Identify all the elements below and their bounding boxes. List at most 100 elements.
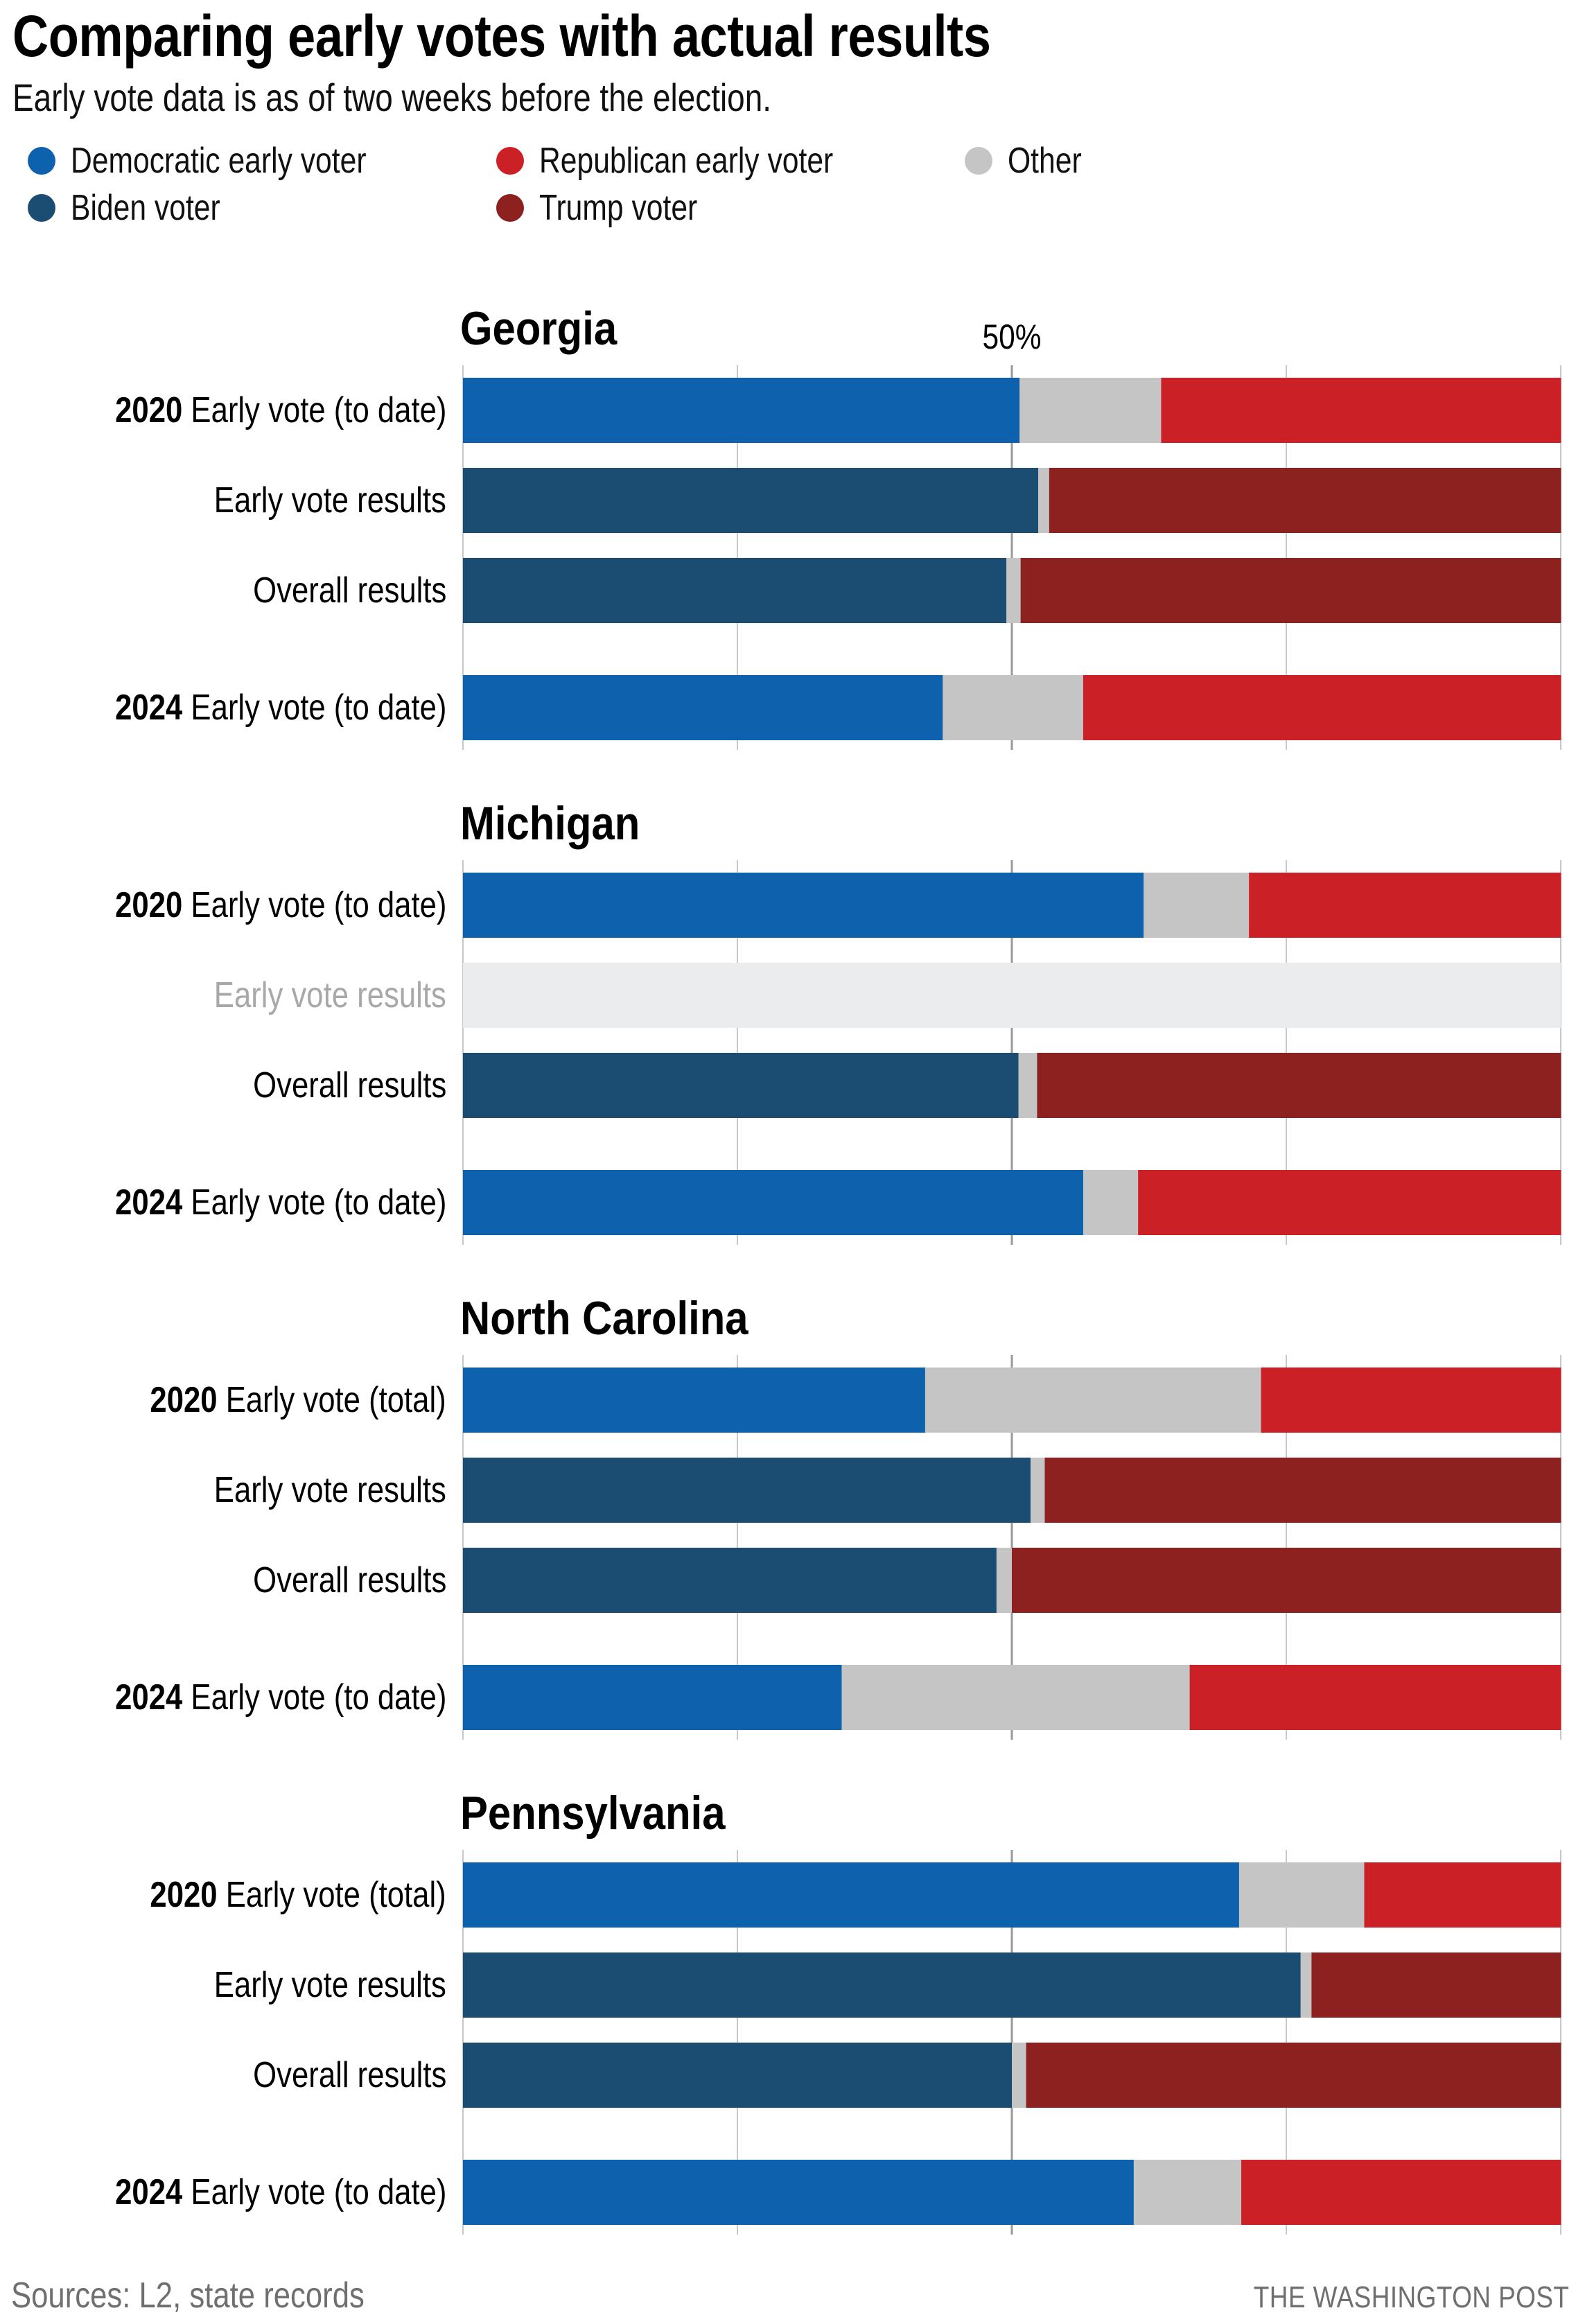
bar-segment-biden [463,1458,1031,1523]
bar-segment-other [1144,873,1250,938]
other-swatch-icon [965,147,992,175]
row-label-text: Early vote (to date) [190,390,446,430]
bar-segment-other [841,1665,1191,1730]
row-label-text: Early vote results [213,975,446,1015]
row-year: 2020 [150,1875,218,1915]
bar-segment-trump [1026,2043,1561,2108]
row-label: 2024 Early vote (to date) [115,1170,446,1235]
row-label: Overall results [253,558,446,623]
legend-item-trump-voter: Trump voter [496,187,732,229]
row-label: Early vote results [214,1952,446,2018]
row-label-text: Early vote (to date) [190,2172,446,2212]
row-label-text: Early vote (total) [225,1380,446,1420]
row-year: 2020 [150,1380,218,1420]
row-year: 2024 [114,1677,182,1718]
bar-segment-other [1030,1458,1046,1523]
bar-segment-trump [1044,1458,1561,1523]
bar-segment-dem [463,378,1020,443]
trump-swatch-icon [496,194,524,222]
row-label-text: Early vote results [213,480,446,521]
bar-segment-biden [463,2043,1013,2108]
source-note: Sources: L2, state records [11,2275,365,2316]
row-label: 2020 Early vote (to date) [115,378,446,443]
democratic-swatch-icon [28,147,55,175]
biden-swatch-icon [28,194,55,222]
bar-segment-biden [463,1548,997,1613]
row-label: 2024 Early vote (to date) [115,1665,446,1730]
row-year: 2024 [114,1182,182,1223]
bar-segment-dem [463,1170,1084,1235]
row-label-text: Overall results [252,570,446,611]
bar-segment-dem [463,1862,1240,1928]
bar-segment-trump [1311,1952,1561,2018]
row-label-text: Early vote (to date) [190,1182,446,1223]
bar-segment-dem [463,1368,926,1433]
row-year: 2020 [114,390,182,430]
legend-item-biden-voter: Biden voter [28,187,253,229]
bar-segment-rep [1189,1665,1561,1730]
republican-swatch-icon [496,147,524,175]
bar-segment-rep [1083,675,1561,740]
bar-segment-other [1018,1053,1037,1118]
bar-segment-dem [463,1665,842,1730]
bar-segment-trump [1037,1053,1561,1118]
legend-label: Republican early voter [539,141,834,181]
row-label: Overall results [253,1548,446,1613]
row-label-text: Early vote (to date) [190,688,446,728]
bar-segment-other [1083,1170,1139,1235]
chart-subtitle: Early vote data is as of two weeks befor… [12,76,772,119]
row-year: 2024 [114,2172,182,2212]
row-label: 2020 Early vote (total) [150,1862,446,1928]
bar-segment-rep [1249,873,1561,938]
row-label-text: Early vote (to date) [190,1677,446,1718]
row-label-text: Overall results [252,2055,446,2095]
state-panel-michigan [462,860,1561,1245]
bar-segment-rep [1241,2160,1561,2225]
legend-label: Democratic early voter [71,141,367,181]
bar-segment-biden [463,468,1039,533]
bar-segment-trump [1020,558,1561,623]
state-panel-pennsylvania [462,1850,1561,2235]
row-label-text: Early vote (to date) [190,885,446,925]
bar-segment-other [996,1548,1013,1613]
bar-segment-dem [463,2160,1135,2225]
state-panel-north-carolina [462,1355,1561,1740]
bar-segment-other [1012,2043,1027,2108]
publisher-credit: THE WASHINGTON POST [1253,2280,1569,2314]
row-label-text: Overall results [252,1065,446,1106]
bar-segment-dem [463,873,1144,938]
row-label-text: Early vote (total) [225,1875,446,1915]
tick-label: 50% [982,317,1042,356]
row-label: 2020 Early vote (total) [150,1368,446,1433]
bar-segment-rep [1261,1368,1561,1433]
legend-item-democratic-early-voter: Democratic early voter [28,140,431,182]
row-label-text: Early vote results [213,1965,446,2005]
chart-title: Comparing early votes with actual result… [12,3,991,69]
bar-segment-other [925,1368,1262,1433]
bar-segment-biden [463,1053,1019,1118]
row-label: Overall results [253,2043,446,2108]
row-year: 2024 [114,688,182,728]
bar-segment-other [1006,558,1022,623]
row-label: Early vote results [214,468,446,533]
bar-segment-biden [463,558,1007,623]
bar-segment-rep [1161,378,1561,443]
bar-segment-rep [1364,1862,1561,1928]
legend-label: Other [1008,141,1082,181]
bar-segment-rep [1138,1170,1561,1235]
state-panel-georgia [462,365,1561,750]
row-label: 2024 Early vote (to date) [115,2160,446,2225]
bar-segment-other [1133,2160,1242,2225]
state-heading: Pennsylvania [460,1787,726,1840]
row-label: Early vote results [214,1458,446,1523]
state-heading: North Carolina [460,1292,748,1345]
row-label: Early vote results [214,963,446,1028]
bar-no-data [463,963,1561,1028]
row-year: 2020 [114,885,182,925]
legend-label: Trump voter [539,188,698,228]
state-heading: Georgia [460,302,618,355]
legend-label: Biden voter [71,188,220,228]
state-heading: Michigan [460,797,640,850]
legend-item-other: Other [965,140,1098,182]
